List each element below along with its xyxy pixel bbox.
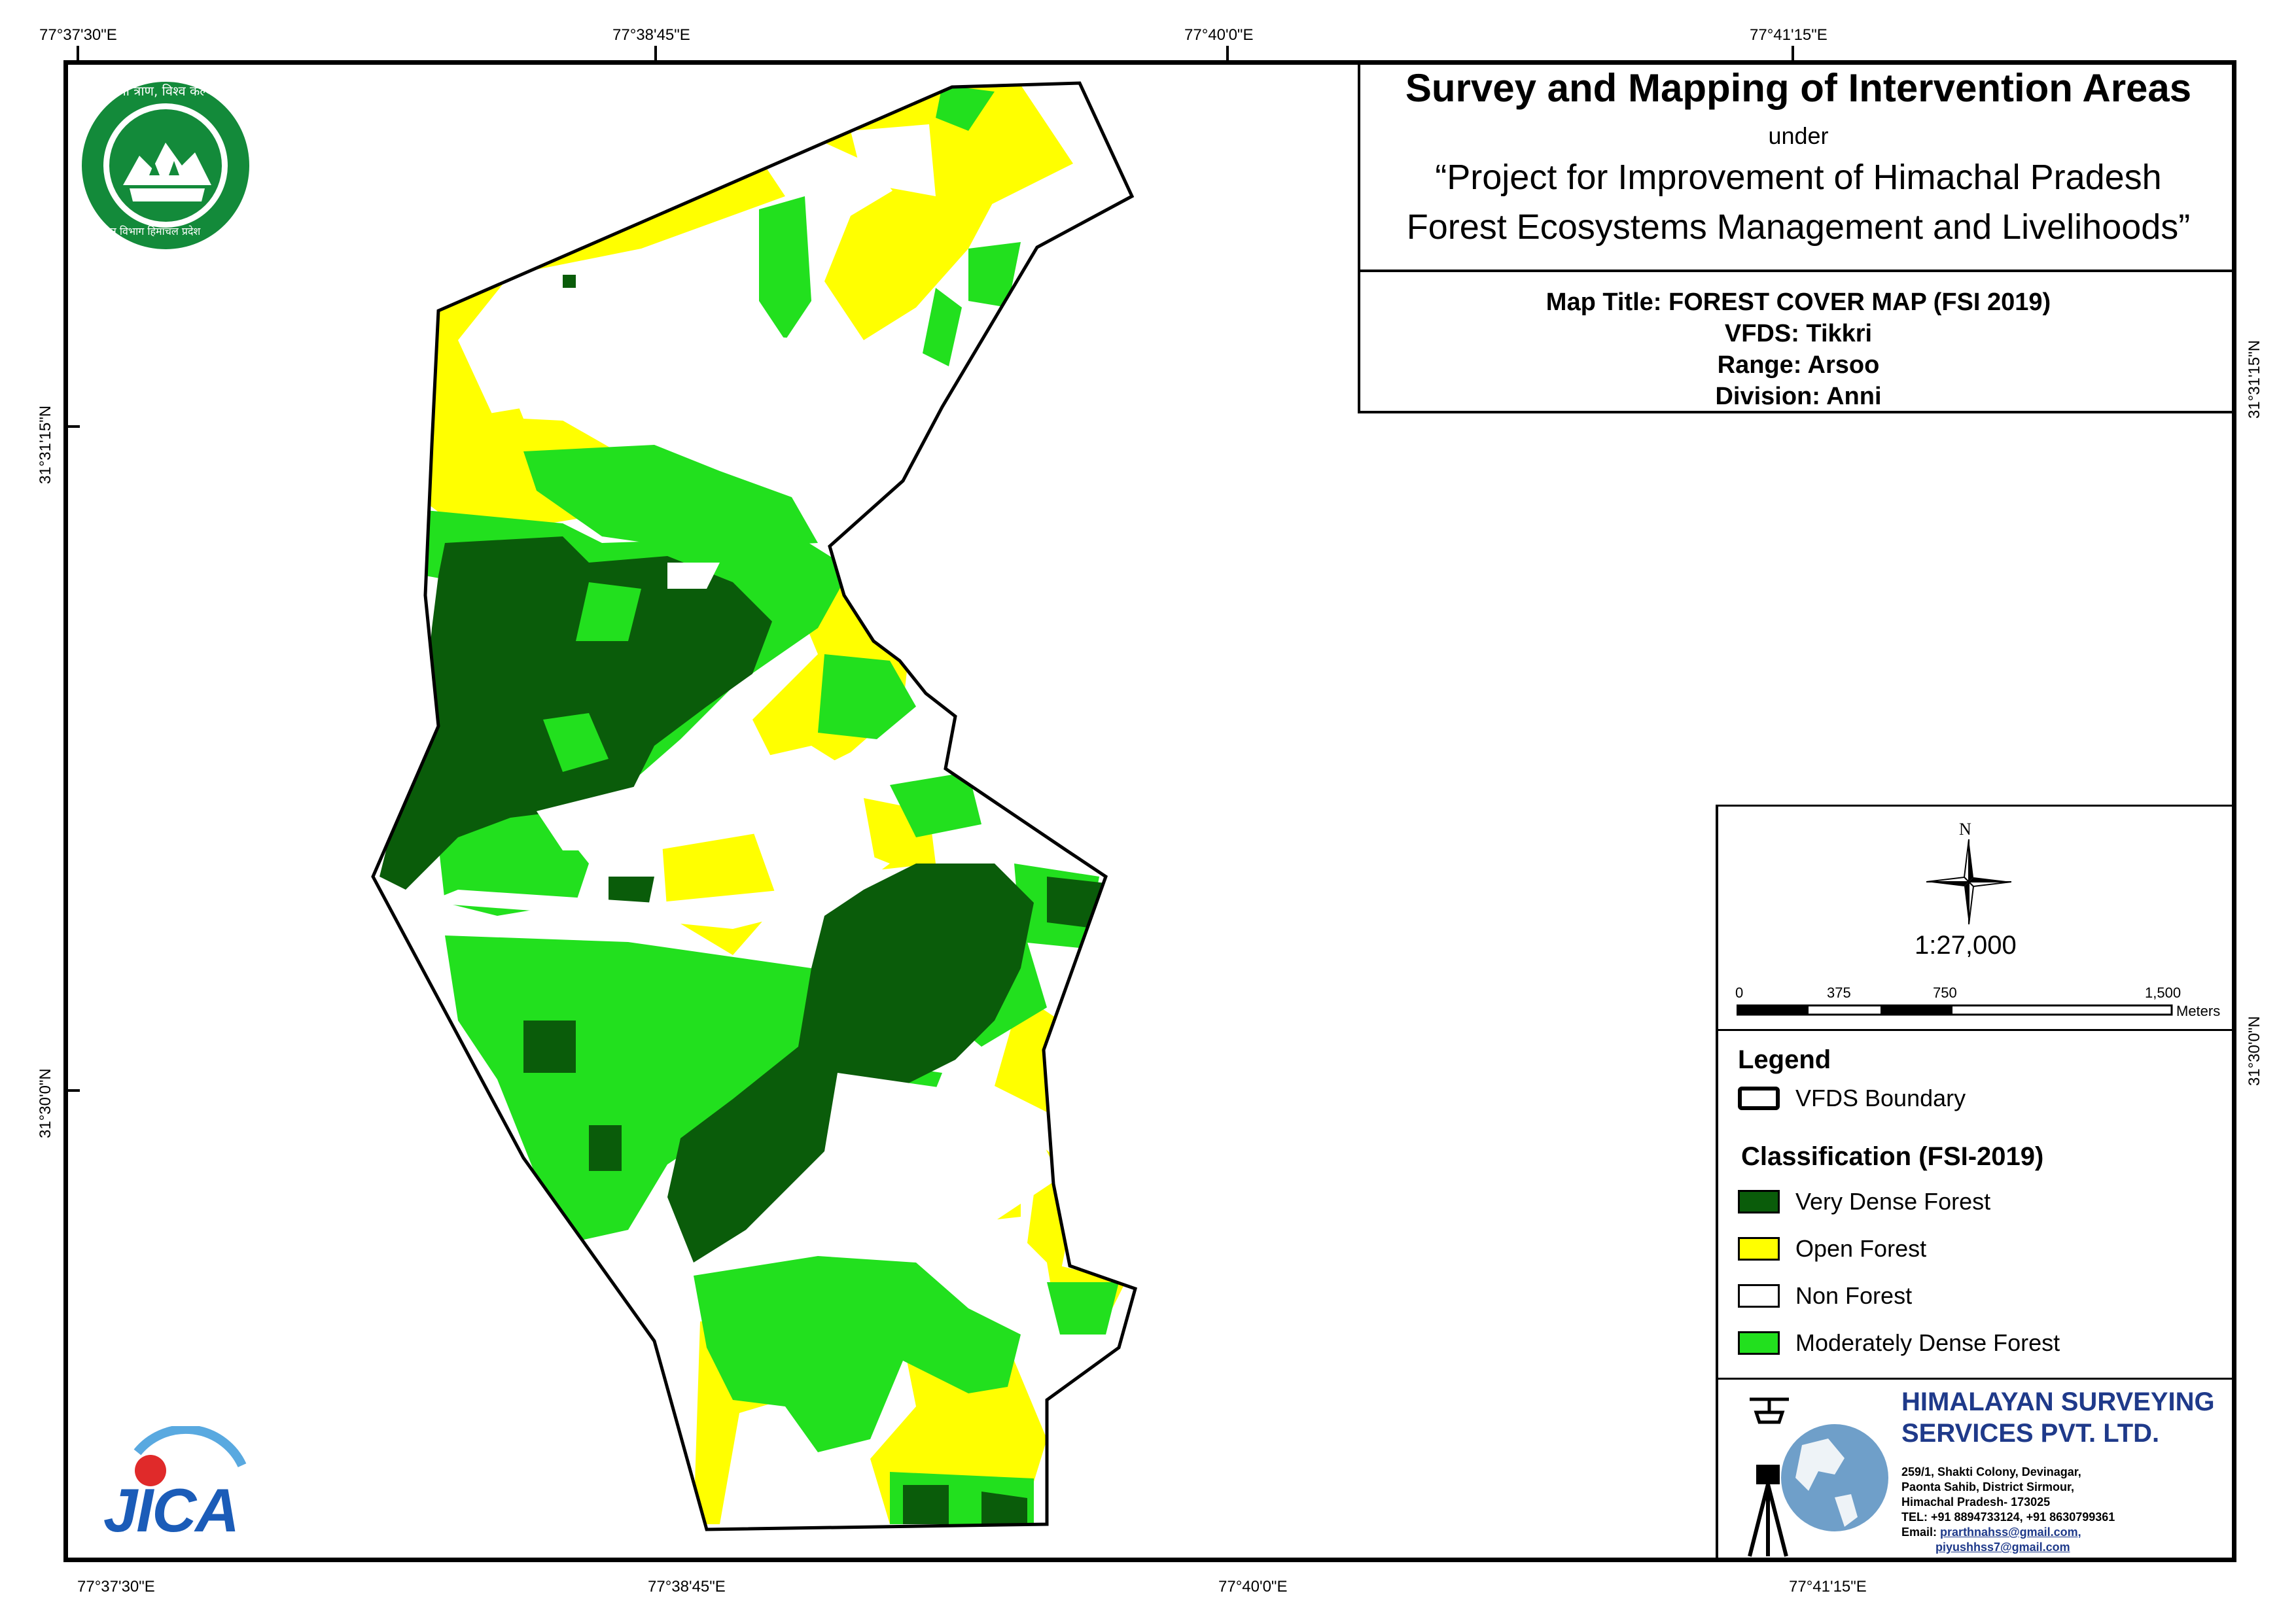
legend-section: Legend VFDS Boundary Classification (FSI… xyxy=(1718,1031,2236,1380)
coord-top-3: 77°40'0"E xyxy=(1184,26,1254,44)
jica-logo xyxy=(133,1426,247,1486)
scale-ratio: 1:27,000 xyxy=(1915,931,2017,960)
forest-logo-text-top: वन श्री त्राण, विश्व कल्याण xyxy=(98,83,226,99)
coord-bottom-2: 77°38'45"E xyxy=(648,1578,726,1596)
open-label: Open Forest xyxy=(1795,1235,1927,1262)
company-name-line2: SERVICES PVT. LTD. xyxy=(1901,1419,2160,1448)
address-line-3: Himachal Pradesh- 173025 xyxy=(1901,1495,2051,1509)
email-link-1[interactable]: prarthnahss@gmail.com, xyxy=(1940,1526,2081,1539)
jica-text: JICA xyxy=(103,1476,239,1544)
legend-open: Open Forest xyxy=(1738,1235,1926,1263)
very-dense-swatch xyxy=(1738,1190,1780,1213)
very-dense-label: Very Dense Forest xyxy=(1795,1188,1991,1215)
coord-top-2: 77°38'45"E xyxy=(612,26,690,44)
boundary-label: VFDS Boundary xyxy=(1795,1085,1966,1111)
coord-top-1: 77°37'30"E xyxy=(39,26,117,44)
boundary-swatch xyxy=(1738,1087,1780,1110)
range-name: Range: Arsoo xyxy=(1717,351,1880,379)
division-name: Division: Anni xyxy=(1715,383,1882,410)
scale-bar xyxy=(1737,1004,2173,1016)
map-under: under xyxy=(1768,122,1829,149)
title-box: Survey and Mapping of Intervention Areas… xyxy=(1358,60,2236,272)
coord-bottom-3: 77°40'0"E xyxy=(1218,1578,1288,1596)
address-line-4: TEL: +91 8894733124, +91 8630799361 xyxy=(1901,1510,2115,1524)
company-section: HIMALAYAN SURVEYING SERVICES PVT. LTD. 2… xyxy=(1718,1380,2236,1564)
scale-tick-375: 375 xyxy=(1827,985,1851,1001)
legend-title: Legend xyxy=(1738,1045,1831,1074)
forest-logo-text-bottom: वन विभाग हिमाचल प्रदेश xyxy=(105,225,201,237)
tick xyxy=(654,46,657,62)
map-frame xyxy=(63,60,2236,1562)
scale-tick-1500: 1,500 xyxy=(2145,985,2181,1001)
legend-panel: N 1:27,000 0 375 750 1,500 Meters Legend… xyxy=(1716,805,2236,1562)
survey-globe-icon xyxy=(1748,1397,1888,1557)
scale-tick-750: 750 xyxy=(1933,985,1957,1001)
tick xyxy=(1226,46,1229,62)
email-label: Email: xyxy=(1901,1526,1937,1539)
info-box: Map Title: FOREST COVER MAP (FSI 2019) V… xyxy=(1358,272,2236,413)
moderately-dense-swatch xyxy=(1738,1331,1780,1355)
vfds-name: VFDS: Tikkri xyxy=(1724,320,1873,347)
coord-bottom-1: 77°37'30"E xyxy=(77,1578,155,1596)
tick xyxy=(63,425,80,428)
coord-top-4: 77°41'15"E xyxy=(1750,26,1828,44)
company-name-line1: HIMALAYAN SURVEYING xyxy=(1901,1387,2215,1416)
map-title: Map Title: FOREST COVER MAP (FSI 2019) xyxy=(1545,288,2051,316)
tick xyxy=(1792,46,1794,62)
address-line-2: Paonta Sahib, District Sirmour, xyxy=(1901,1480,2075,1493)
coord-bottom-4: 77°41'15"E xyxy=(1789,1578,1867,1596)
moderately-dense-label: Moderately Dense Forest xyxy=(1795,1329,2060,1356)
address-line-1: 259/1, Shakti Colony, Devinagar, xyxy=(1901,1465,2081,1478)
legend-non-forest: Non Forest xyxy=(1738,1282,1912,1310)
forest-department-logo xyxy=(82,82,249,249)
company-address: 259/1, Shakti Colony, Devinagar, Paonta … xyxy=(1901,1465,2115,1555)
scale-unit: Meters xyxy=(2176,1003,2221,1019)
project-line-1: “Project for Improvement of Himachal Pra… xyxy=(1435,158,2162,197)
project-line-2: Forest Ecosystems Management and Livelih… xyxy=(1406,207,2191,247)
scale-section: N 1:27,000 0 375 750 1,500 Meters xyxy=(1718,807,2236,1031)
legend-very-dense: Very Dense Forest xyxy=(1738,1188,1990,1215)
vfds-boundary xyxy=(371,81,1138,1531)
north-label: N xyxy=(1959,820,1971,839)
non-forest-areas xyxy=(425,124,1060,1256)
open-swatch xyxy=(1738,1237,1780,1261)
legend-boundary: VFDS Boundary xyxy=(1738,1085,1966,1112)
map-main-title: Survey and Mapping of Intervention Areas xyxy=(1405,66,2192,110)
scale-tick-0: 0 xyxy=(1735,985,1744,1001)
classification-title: Classification (FSI-2019) xyxy=(1741,1142,2044,1171)
tick xyxy=(63,1089,80,1092)
non-forest-swatch xyxy=(1738,1284,1780,1308)
tick xyxy=(77,46,79,62)
north-arrow-icon xyxy=(1926,839,2011,924)
company-name: HIMALAYAN SURVEYING SERVICES PVT. LTD. xyxy=(1901,1386,2215,1449)
legend-moderately-dense: Moderately Dense Forest xyxy=(1738,1329,2060,1357)
non-forest-label: Non Forest xyxy=(1795,1282,1913,1309)
email-link-2[interactable]: piyushhss7@gmail.com xyxy=(1935,1541,2070,1554)
